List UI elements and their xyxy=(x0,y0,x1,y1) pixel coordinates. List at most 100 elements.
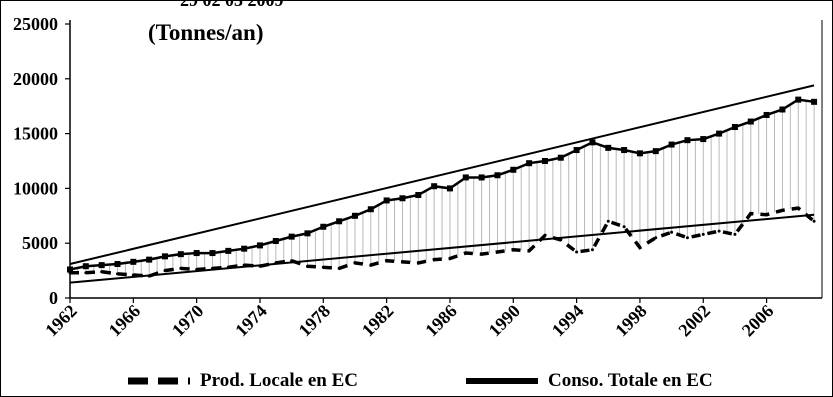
conso-point xyxy=(288,233,295,240)
prod-point xyxy=(290,259,294,263)
prod-point xyxy=(321,265,325,269)
prod-point xyxy=(369,263,373,267)
prod-point xyxy=(749,212,753,216)
prod-point xyxy=(131,273,135,277)
conso-point xyxy=(446,185,453,192)
prod-point xyxy=(717,229,721,233)
conso-point xyxy=(320,223,327,230)
legend-label-conso: Conso. Totale en EC xyxy=(548,370,713,391)
conso-point xyxy=(272,238,279,245)
conso-point xyxy=(130,258,137,265)
y-tick-label: 10000 xyxy=(13,178,58,198)
conso-point xyxy=(731,124,738,131)
conso-point xyxy=(82,263,89,270)
y-tick-label: 20000 xyxy=(13,69,58,89)
prod-point xyxy=(480,252,484,256)
prod-point xyxy=(337,266,341,270)
prod-point xyxy=(812,219,816,223)
prod-point xyxy=(796,206,800,210)
conso-point xyxy=(478,174,485,181)
y-tick-label: 0 xyxy=(49,288,58,308)
conso-point xyxy=(431,183,438,190)
conso-point xyxy=(541,158,548,164)
y-tick-label: 5000 xyxy=(22,233,58,253)
prod-point xyxy=(590,248,594,252)
prod-point xyxy=(115,272,119,276)
conso-point xyxy=(589,139,596,146)
conso-point xyxy=(700,136,707,143)
prod-point xyxy=(511,248,515,252)
unit-label: (Tonnes/an) xyxy=(148,20,264,45)
legend-item-prod: Prod. Locale en EC xyxy=(128,370,358,392)
prod-point xyxy=(464,251,468,255)
prod-point xyxy=(638,246,642,250)
prod-point xyxy=(416,261,420,265)
conso-point xyxy=(636,150,643,157)
conso-point xyxy=(621,147,628,154)
prod-point xyxy=(195,268,199,272)
prod-point xyxy=(606,219,610,223)
conso-point xyxy=(795,96,802,103)
y-tick-label: 15000 xyxy=(13,124,58,144)
prod-point xyxy=(226,265,230,269)
y-tick-label: 25000 xyxy=(13,14,58,34)
prod-point xyxy=(385,259,389,263)
prod-point xyxy=(400,260,404,264)
prod-point xyxy=(527,249,531,253)
conso-point xyxy=(367,206,374,213)
prod-point xyxy=(575,250,579,254)
conso-point xyxy=(668,141,675,148)
conso-point xyxy=(747,118,754,125)
prod-point xyxy=(353,261,357,265)
solid-line-swatch-icon xyxy=(466,378,538,384)
conso-point xyxy=(67,266,73,273)
conso-point xyxy=(241,245,248,252)
conso-point xyxy=(146,256,153,263)
legend: Prod. Locale en EC Conso. Totale en EC xyxy=(0,370,833,397)
conso-point xyxy=(415,191,422,198)
prod-point xyxy=(84,271,88,275)
conso-point xyxy=(399,195,406,202)
conso-point xyxy=(526,160,533,167)
conso-point xyxy=(605,144,612,151)
prod-point xyxy=(780,208,784,212)
conso-point xyxy=(383,197,390,204)
conso-point xyxy=(304,230,311,237)
prod-point xyxy=(305,264,309,268)
prod-point xyxy=(685,236,689,240)
conso-point xyxy=(811,98,818,105)
prod-point xyxy=(622,225,626,229)
prod-point xyxy=(163,269,167,273)
prod-point xyxy=(765,213,769,217)
chart-title-partial: 29 02 03 2009 xyxy=(180,0,284,10)
conso-point xyxy=(225,247,232,254)
conso-point xyxy=(98,262,105,269)
prod-point xyxy=(258,264,262,268)
prod-point xyxy=(448,257,452,261)
conso-point xyxy=(209,250,216,257)
conso-point xyxy=(573,147,580,154)
conso-point xyxy=(763,111,770,118)
dashed-line-swatch-icon xyxy=(128,377,190,385)
prod-point xyxy=(654,236,658,240)
prod-point xyxy=(559,238,563,242)
prod-point xyxy=(68,271,72,275)
prod-point xyxy=(495,250,499,254)
conso-point xyxy=(193,250,200,257)
prod-point xyxy=(701,232,705,236)
prod-point xyxy=(147,274,151,278)
prod-point xyxy=(100,270,104,274)
legend-item-conso: Conso. Totale en EC xyxy=(466,370,713,392)
prod-point xyxy=(179,266,183,270)
prod-point xyxy=(432,258,436,262)
conso-point xyxy=(351,212,358,219)
conso-point xyxy=(161,253,168,260)
conso-point xyxy=(336,218,343,225)
conso-point xyxy=(557,154,564,161)
conso-point xyxy=(652,148,659,155)
conso-point xyxy=(779,106,786,113)
trend-line xyxy=(69,84,815,265)
prod-point xyxy=(242,263,246,267)
